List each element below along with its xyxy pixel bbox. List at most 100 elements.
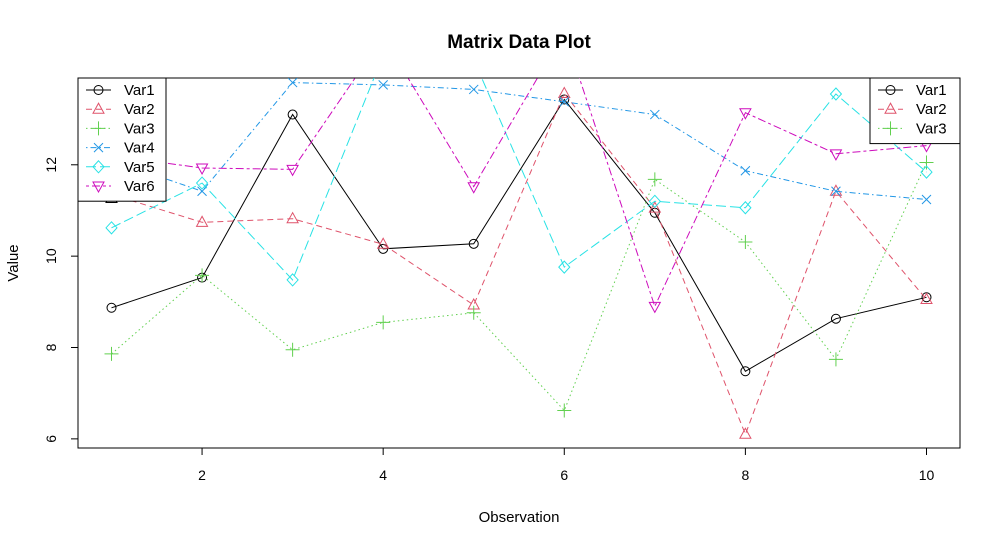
series-var3 [104,155,934,418]
series-var2 [105,86,933,439]
data-point [919,155,934,170]
legend-box [869,77,961,145]
data-point [466,305,481,320]
x-tick-label: 6 [560,467,568,483]
data-point [648,301,662,314]
legend-label: Var4 [124,140,155,157]
data-point [558,260,571,274]
series-var1 [106,94,932,377]
legend-label: Var3 [916,120,947,137]
legend-entry: Var2 [86,101,155,118]
chart-title: Matrix Data Plot [447,32,591,53]
series-line [111,78,927,281]
data-point [739,200,752,215]
data-point [829,149,843,161]
legend-label: Var1 [916,82,947,99]
data-point [286,211,299,224]
series-var5 [105,49,933,287]
data-point [739,427,752,439]
legend-swatch-marker [92,181,105,194]
legend-swatch-marker [883,121,898,136]
y-tick-label: 6 [43,435,59,443]
data-point [739,108,752,120]
data-point [376,315,391,330]
data-point [378,33,389,43]
data-point [195,163,209,176]
data-point [559,94,570,105]
series-line [111,78,927,308]
legend-label: Var2 [124,101,155,118]
data-point [468,238,479,249]
legend-entry: Var4 [86,140,155,157]
legend-top-right: Var1 Var2 Var3 [869,77,961,145]
legend-entry: Var6 [86,178,155,195]
x-tick-label: 4 [379,467,387,483]
data-point [920,165,933,179]
data-point [105,221,118,235]
data-point [828,352,843,367]
y-tick-label: 10 [43,248,59,264]
data-point [649,109,660,120]
data-point [740,366,751,377]
data-point [647,172,662,187]
data-point [557,86,571,99]
legend-entry: Var3 [86,120,155,137]
legend-layer: Var1 Var2 Var3 Var4 Var5 Var6 Var1 Var2 Var3 [77,77,961,202]
data-point [378,243,389,254]
legend-top-left: Var1 Var2 Var3 Var4 Var5 Var6 [77,77,167,202]
data-point [287,78,298,88]
data-point [468,84,479,95]
data-point [557,403,572,418]
legend-swatch-marker [884,102,897,114]
legend-swatch-marker [92,160,105,174]
legend-label: Var2 [916,101,947,118]
data-point [740,165,751,176]
legend-swatch-marker [92,102,105,114]
x-tick-label: 2 [198,467,206,483]
legend-label: Var5 [124,159,155,176]
data-point [378,79,389,90]
data-point [195,176,209,190]
series-layer [104,33,934,439]
data-point [830,313,841,324]
legend-box [77,77,167,202]
data-point [468,54,479,66]
legend-entry: Var1 [86,82,155,99]
legend-entry: Var1 [878,82,947,99]
data-point [195,268,210,283]
legend-entry: Var5 [86,159,155,176]
y-tick-label: 8 [43,343,59,351]
series-var6 [105,33,933,314]
legend-entry: Var2 [878,101,947,118]
legend-entry: Var3 [878,120,947,137]
data-point [738,234,753,249]
legend-swatch-marker [885,85,896,95]
data-point [378,49,389,61]
legend-swatch-marker [93,85,104,95]
data-point [648,201,662,213]
data-point [921,194,932,205]
x-tick-label: 8 [741,467,749,483]
data-point [104,346,119,361]
y-axis-label: Value [5,244,22,281]
legend-label: Var3 [124,120,155,137]
series-line [111,82,927,200]
legend-label: Var6 [124,178,155,195]
data-point [285,342,300,357]
data-point [197,186,207,197]
data-point [195,215,209,227]
legend-swatch-marker [93,142,104,153]
data-point [920,292,933,305]
x-axis-label: Observation [479,509,560,526]
data-point [831,186,841,197]
data-point [829,87,843,101]
x-tick-label: 10 [919,467,935,483]
axes: 2 4 6 8 10 6 8 10 12 [43,77,961,483]
data-point [376,237,390,249]
data-point [559,96,570,107]
data-point [467,182,481,194]
data-point [648,194,662,209]
data-point [286,164,299,177]
data-point [106,302,117,313]
